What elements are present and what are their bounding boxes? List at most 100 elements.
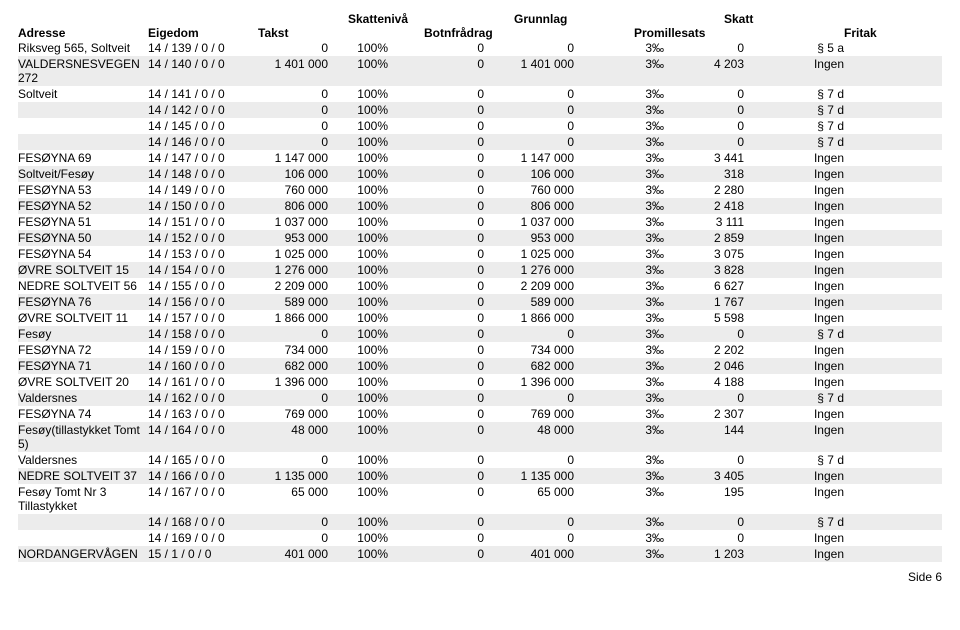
cell-skatt: 0 bbox=[664, 119, 744, 133]
table-row: Soltveit/Fesøy14 / 148 / 0 / 0106 000100… bbox=[18, 166, 942, 182]
cell-takst: 1 276 000 bbox=[248, 263, 328, 277]
cell-adresse: Fesøy bbox=[18, 327, 148, 341]
cell-fritak: Ingen bbox=[744, 183, 848, 197]
cell-skatt: 4 188 bbox=[664, 375, 744, 389]
cell-grunn: 0 bbox=[484, 87, 574, 101]
cell-eigedom: 14 / 154 / 0 / 0 bbox=[148, 263, 248, 277]
cell-grunn: 401 000 bbox=[484, 547, 574, 561]
cell-eigedom: 14 / 152 / 0 / 0 bbox=[148, 231, 248, 245]
cell-fritak: § 7 d bbox=[744, 327, 848, 341]
cell-adresse: NEDRE SOLTVEIT 56 bbox=[18, 279, 148, 293]
cell-botn: 0 bbox=[394, 231, 484, 245]
cell-prom: 3‰ bbox=[574, 279, 664, 293]
cell-skn: 100% bbox=[328, 103, 394, 117]
cell-botn: 0 bbox=[394, 103, 484, 117]
cell-skatt: 144 bbox=[664, 423, 744, 437]
cell-botn: 0 bbox=[394, 41, 484, 55]
cell-skn: 100% bbox=[328, 231, 394, 245]
cell-skn: 100% bbox=[328, 247, 394, 261]
cell-prom: 3‰ bbox=[574, 359, 664, 373]
cell-botn: 0 bbox=[394, 215, 484, 229]
cell-skatt: 0 bbox=[664, 87, 744, 101]
cell-takst: 760 000 bbox=[248, 183, 328, 197]
table-row: Fesøy(tillastykket Tomt 5)14 / 164 / 0 /… bbox=[18, 422, 942, 452]
cell-eigedom: 14 / 168 / 0 / 0 bbox=[148, 515, 248, 529]
cell-skn: 100% bbox=[328, 531, 394, 545]
cell-fritak: Ingen bbox=[744, 485, 848, 499]
cell-grunn: 589 000 bbox=[484, 295, 574, 309]
cell-skn: 100% bbox=[328, 279, 394, 293]
cell-adresse: FESØYNA 74 bbox=[18, 407, 148, 421]
cell-prom: 3‰ bbox=[574, 231, 664, 245]
cell-fritak: § 7 d bbox=[744, 135, 848, 149]
col-skatt: Skatt bbox=[694, 12, 804, 26]
cell-prom: 3‰ bbox=[574, 103, 664, 117]
cell-eigedom: 14 / 158 / 0 / 0 bbox=[148, 327, 248, 341]
table-row: Fesøy Tomt Nr 3 Tillastykket14 / 167 / 0… bbox=[18, 484, 942, 514]
cell-takst: 953 000 bbox=[248, 231, 328, 245]
cell-botn: 0 bbox=[394, 311, 484, 325]
cell-botn: 0 bbox=[394, 547, 484, 561]
col-adresse: Adresse bbox=[18, 26, 148, 40]
cell-skn: 100% bbox=[328, 311, 394, 325]
cell-fritak: Ingen bbox=[744, 469, 848, 483]
cell-adresse: NEDRE SOLTVEIT 37 bbox=[18, 469, 148, 483]
cell-skn: 100% bbox=[328, 485, 394, 499]
cell-takst: 0 bbox=[248, 41, 328, 55]
cell-skn: 100% bbox=[328, 359, 394, 373]
cell-eigedom: 14 / 166 / 0 / 0 bbox=[148, 469, 248, 483]
cell-skn: 100% bbox=[328, 375, 394, 389]
cell-grunn: 769 000 bbox=[484, 407, 574, 421]
page-footer: Side 6 bbox=[18, 562, 942, 584]
table-row: FESØYNA 7214 / 159 / 0 / 0734 000100%073… bbox=[18, 342, 942, 358]
table-row: FESØYNA 5314 / 149 / 0 / 0760 000100%076… bbox=[18, 182, 942, 198]
cell-grunn: 1 396 000 bbox=[484, 375, 574, 389]
cell-adresse: Fesøy(tillastykket Tomt 5) bbox=[18, 423, 148, 451]
cell-botn: 0 bbox=[394, 327, 484, 341]
cell-prom: 3‰ bbox=[574, 215, 664, 229]
cell-prom: 3‰ bbox=[574, 199, 664, 213]
cell-grunn: 0 bbox=[484, 135, 574, 149]
cell-skn: 100% bbox=[328, 135, 394, 149]
table-row: FESØYNA 5414 / 153 / 0 / 01 025 000100%0… bbox=[18, 246, 942, 262]
cell-takst: 0 bbox=[248, 135, 328, 149]
cell-adresse: FESØYNA 54 bbox=[18, 247, 148, 261]
cell-fritak: Ingen bbox=[744, 375, 848, 389]
cell-botn: 0 bbox=[394, 151, 484, 165]
col-promillesats: Promillesats bbox=[604, 26, 724, 40]
cell-adresse: FESØYNA 71 bbox=[18, 359, 148, 373]
cell-takst: 0 bbox=[248, 391, 328, 405]
cell-eigedom: 14 / 169 / 0 / 0 bbox=[148, 531, 248, 545]
cell-skatt: 4 203 bbox=[664, 57, 744, 71]
cell-prom: 3‰ bbox=[574, 391, 664, 405]
cell-eigedom: 14 / 155 / 0 / 0 bbox=[148, 279, 248, 293]
cell-adresse: FESØYNA 52 bbox=[18, 199, 148, 213]
table-row: NORDANGERVÅGEN15 / 1 / 0 / 0401 000100%0… bbox=[18, 546, 942, 562]
cell-prom: 3‰ bbox=[574, 119, 664, 133]
cell-skn: 100% bbox=[328, 57, 394, 71]
cell-adresse: FESØYNA 53 bbox=[18, 183, 148, 197]
cell-adresse: FESØYNA 76 bbox=[18, 295, 148, 309]
cell-eigedom: 14 / 142 / 0 / 0 bbox=[148, 103, 248, 117]
cell-skatt: 3 828 bbox=[664, 263, 744, 277]
cell-prom: 3‰ bbox=[574, 167, 664, 181]
col-eigedom: Eigedom bbox=[148, 26, 248, 40]
cell-botn: 0 bbox=[394, 263, 484, 277]
cell-takst: 1 866 000 bbox=[248, 311, 328, 325]
cell-skatt: 2 418 bbox=[664, 199, 744, 213]
cell-takst: 806 000 bbox=[248, 199, 328, 213]
cell-prom: 3‰ bbox=[574, 327, 664, 341]
cell-takst: 2 209 000 bbox=[248, 279, 328, 293]
cell-takst: 48 000 bbox=[248, 423, 328, 437]
cell-adresse: Valdersnes bbox=[18, 453, 148, 467]
cell-botn: 0 bbox=[394, 199, 484, 213]
cell-skatt: 3 441 bbox=[664, 151, 744, 165]
cell-adresse: FESØYNA 72 bbox=[18, 343, 148, 357]
cell-takst: 0 bbox=[248, 87, 328, 101]
cell-eigedom: 14 / 146 / 0 / 0 bbox=[148, 135, 248, 149]
cell-prom: 3‰ bbox=[574, 407, 664, 421]
cell-eigedom: 14 / 163 / 0 / 0 bbox=[148, 407, 248, 421]
cell-botn: 0 bbox=[394, 343, 484, 357]
cell-adresse: Riksveg 565, Soltveit bbox=[18, 41, 148, 55]
header-row-1: x x x Skattenivå x Grunnlag x Skatt x bbox=[18, 12, 942, 26]
